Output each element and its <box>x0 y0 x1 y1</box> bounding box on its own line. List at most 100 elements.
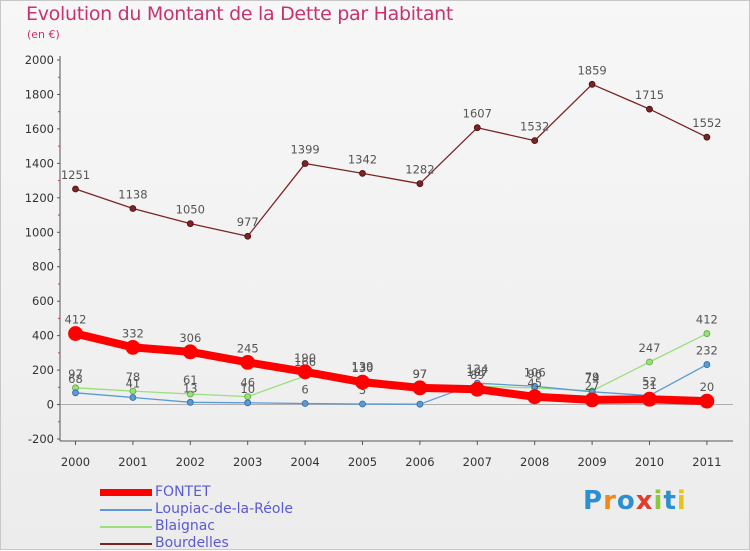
data-point <box>129 394 137 401</box>
legend-swatch <box>100 543 152 545</box>
logo-letter: r <box>603 486 617 516</box>
data-point <box>703 330 711 337</box>
data-point <box>527 389 543 405</box>
data-label: 41 <box>126 376 141 390</box>
data-label: 166 <box>294 355 316 369</box>
data-point <box>182 344 198 360</box>
data-label: 106 <box>524 365 546 379</box>
data-label: 977 <box>237 215 259 229</box>
y-tick-label: 400 <box>32 329 54 343</box>
data-label: 412 <box>65 313 87 327</box>
y-tick-label: 1800 <box>25 87 54 101</box>
data-label: 13 <box>183 381 198 395</box>
data-point <box>129 205 137 212</box>
data-label: 61 <box>183 373 198 387</box>
legend-label: FONTET <box>155 484 211 500</box>
data-point <box>588 80 596 88</box>
data-point <box>244 232 252 240</box>
data-label: 3 <box>359 383 366 397</box>
data-label: 190 <box>294 351 316 365</box>
data-point <box>240 354 256 370</box>
data-point <box>72 389 79 397</box>
data-point <box>355 374 370 390</box>
data-point <box>186 398 194 406</box>
x-tick-label: 2006 <box>405 455 434 469</box>
data-point <box>469 381 485 397</box>
data-point <box>359 169 366 177</box>
x-tick-label: 2000 <box>61 455 90 469</box>
y-tick-label: 800 <box>32 260 54 274</box>
data-point <box>531 382 539 390</box>
x-tick-label: 2004 <box>290 455 319 469</box>
data-point <box>186 390 194 398</box>
data-point <box>473 124 481 132</box>
y-tick-label: 200 <box>32 363 54 377</box>
data-point <box>584 392 600 408</box>
data-label: 89 <box>470 368 485 382</box>
chart-title: Evolution du Montant de la Dette par Hab… <box>26 3 454 25</box>
data-label: 124 <box>466 362 488 376</box>
data-label: 139 <box>352 360 374 374</box>
y-tick-label: 1000 <box>25 225 54 239</box>
data-label: 412 <box>696 313 718 327</box>
logo-letter: i <box>653 486 664 516</box>
data-point <box>186 220 194 228</box>
y-tick-label: 0 <box>47 398 54 412</box>
data-label: 20 <box>700 380 715 394</box>
legend-label: Bourdelles <box>155 535 229 551</box>
data-point <box>301 400 309 407</box>
data-label: 1342 <box>348 152 377 166</box>
data-point <box>412 380 428 396</box>
data-label: 332 <box>122 326 144 340</box>
data-label: 79 <box>585 370 600 384</box>
data-label: 78 <box>126 370 141 384</box>
x-tick-label: 2010 <box>635 455 664 469</box>
data-label: 232 <box>696 344 718 358</box>
data-label: 10 <box>240 382 255 396</box>
data-label: 27 <box>585 379 600 393</box>
data-label: 52 <box>642 375 657 389</box>
data-point <box>646 358 653 366</box>
data-label: 1399 <box>290 143 319 157</box>
data-label: 97 <box>413 367 428 381</box>
data-label: 68 <box>68 372 83 386</box>
legend-label: Loupiac-de-la-Réole <box>155 501 293 517</box>
legend-swatch <box>100 509 152 511</box>
y-tick-label: 1400 <box>25 156 54 170</box>
data-point <box>703 133 711 141</box>
x-tick-label: 2003 <box>233 455 262 469</box>
data-label: 31 <box>642 378 657 392</box>
data-point <box>244 399 252 407</box>
data-label: 1282 <box>405 163 434 177</box>
data-point <box>642 391 657 407</box>
data-label: 1138 <box>118 187 147 201</box>
data-point <box>68 326 83 341</box>
data-point <box>531 137 539 145</box>
data-label: 1715 <box>635 88 664 102</box>
series-line-2 <box>74 363 708 405</box>
data-label: 74 <box>585 371 600 385</box>
data-point <box>297 364 313 380</box>
logo-letter: x <box>635 486 654 516</box>
x-tick-label: 2007 <box>463 455 492 469</box>
data-label: 45 <box>527 376 542 390</box>
x-tick-label: 2011 <box>692 455 721 469</box>
data-label: 1607 <box>463 107 492 121</box>
y-tick-label: 1200 <box>25 191 54 205</box>
data-label: 97 <box>68 367 83 381</box>
data-label: 130 <box>352 361 374 375</box>
legend-swatch <box>100 489 152 496</box>
y-tick-label: 1600 <box>25 122 54 136</box>
legend-swatch <box>100 526 152 528</box>
proxiti-logo: Proxiti <box>583 486 687 516</box>
logo-letter: i <box>676 486 687 516</box>
logo-letter: t <box>663 486 677 516</box>
data-label: 1552 <box>692 116 721 130</box>
data-point <box>416 400 424 408</box>
x-tick-label: 2008 <box>520 455 549 469</box>
x-tick-label: 2002 <box>176 455 205 469</box>
data-point <box>703 361 711 368</box>
data-label: 306 <box>179 331 201 345</box>
